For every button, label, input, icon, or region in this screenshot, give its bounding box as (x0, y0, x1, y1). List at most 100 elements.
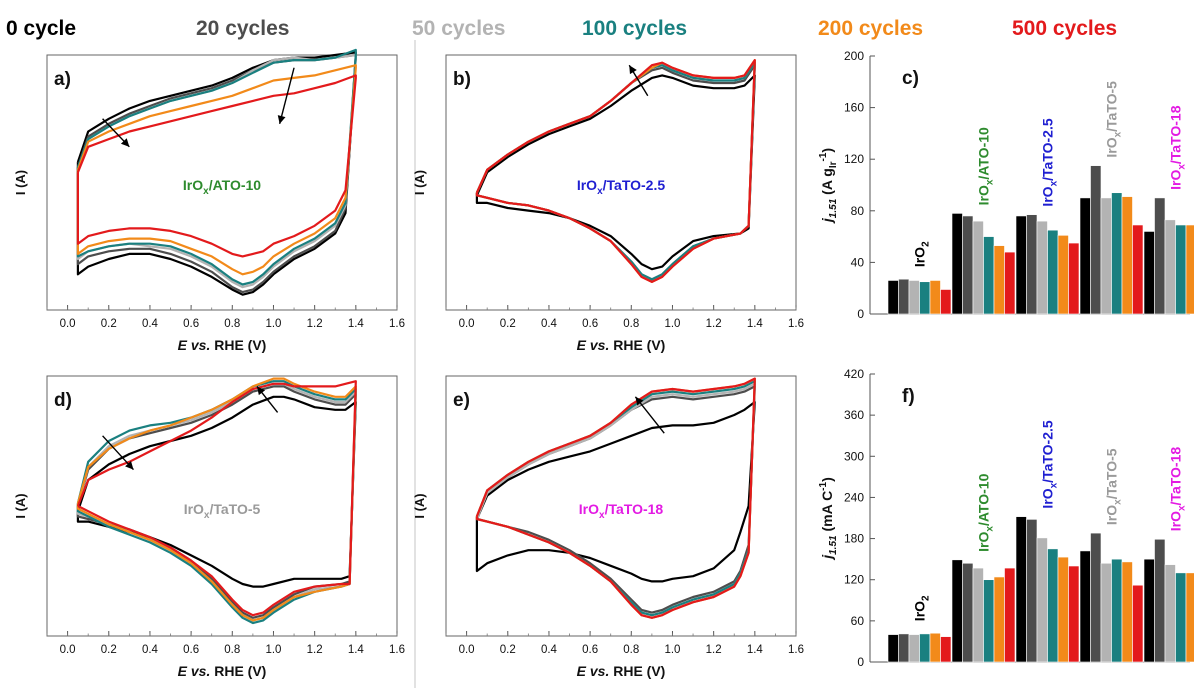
x-tick-label: 0.4 (142, 318, 159, 330)
bar (1100, 562, 1112, 663)
cv-curve-0-cycle (475, 74, 756, 271)
y-axis-label: I (A) (13, 170, 28, 195)
x-tick-label: 0.0 (459, 644, 475, 656)
y-axis-label: j1.51 (mA C-1) (818, 477, 839, 561)
bar (972, 220, 984, 315)
bar (1111, 192, 1123, 315)
bar (1090, 165, 1102, 315)
bar (1057, 556, 1069, 663)
cv-curve-500-cycles (475, 377, 756, 619)
bar (993, 245, 1005, 315)
x-tick-label: 0.4 (541, 644, 558, 656)
x-tick-label: 0.0 (60, 644, 76, 656)
x-tick-label: 0.2 (500, 644, 516, 656)
bar (887, 634, 899, 663)
y-tick-label: 420 (844, 367, 864, 381)
bar (940, 636, 952, 663)
cv-curve-200-cycles (475, 377, 756, 619)
bar (1079, 550, 1091, 663)
panels: 0.0 0.2 0.4 0.6 0.8 1.0 1.2 1.4 1.6 E vs. RHE (V)… (13, 48, 1194, 679)
cycle-legend: 0 cycle 20 cycles 50 cycles 100 cycles 200 c… (6, 17, 1117, 40)
bar (898, 278, 910, 315)
arrow-head (257, 386, 266, 396)
x-axis-label: E vs. RHE (V) (577, 663, 666, 679)
x-tick-label: 1.0 (664, 318, 680, 330)
bar (1026, 519, 1038, 663)
panel-d: 0.0 0.2 0.4 0.6 0.8 1.0 1.2 1.4 1.6 E vs. RHE (V)… (13, 375, 405, 679)
panel-label: e) (453, 390, 470, 411)
x-tick-label: 1.0 (265, 318, 281, 330)
bar (1164, 219, 1176, 315)
y-tick-label: 0 (857, 307, 864, 321)
bar (1154, 197, 1166, 315)
x-tick-label: 0.4 (142, 644, 159, 656)
x-tick-label: 0.0 (60, 318, 76, 330)
y-axis-label: j1.51 (A gIr-1) (818, 148, 839, 224)
bar (1079, 197, 1091, 315)
bar (951, 559, 963, 663)
x-axis-label: E vs. RHE (V) (178, 337, 267, 353)
plot-frame (445, 375, 797, 637)
x-tick-label: 1.6 (389, 644, 405, 656)
x-tick-label: 1.6 (788, 644, 804, 656)
y-tick-label: 120 (844, 152, 864, 166)
plot-frame (46, 375, 398, 637)
bar (1185, 224, 1194, 315)
y-tick-label: 160 (844, 101, 864, 115)
bar (962, 562, 974, 663)
y-tick-label: 360 (844, 408, 864, 422)
cv-curve-20-cycles (76, 53, 357, 294)
y-axis-label: I (A) (412, 170, 427, 195)
cv-curve-0-cycle (76, 395, 357, 588)
legend-label: 200 cycles (818, 17, 923, 40)
bar (1132, 584, 1144, 663)
sample-label: IrOx/TaTO-2.5 (577, 177, 666, 197)
arrow-head (629, 65, 637, 75)
panel-label: b) (453, 69, 471, 90)
sample-label: IrOx/TaTO-5 (184, 501, 261, 521)
arrow-head (277, 115, 286, 124)
bar (1143, 558, 1155, 663)
cv-curve-100-cycles (475, 380, 756, 617)
x-tick-label: 1.4 (348, 644, 365, 656)
panel-label: d) (54, 390, 72, 411)
legend-label: 20 cycles (196, 17, 289, 40)
bar (983, 579, 995, 663)
y-tick-label: 60 (851, 614, 865, 628)
arrow-head (635, 396, 644, 406)
x-tick-label: 0.8 (623, 318, 639, 330)
group-label: IrOx/TaTO-2.5 (1040, 420, 1060, 509)
bar (993, 576, 1005, 663)
x-tick-label: 1.4 (348, 318, 365, 330)
legend-label: 100 cycles (582, 17, 687, 40)
x-tick-label: 1.0 (664, 644, 680, 656)
group-label: IrOx/TaTO-5 (1104, 448, 1124, 525)
y-tick-label: 200 (844, 49, 864, 63)
bar (1004, 251, 1016, 315)
x-axis-label: E vs. RHE (V) (178, 663, 267, 679)
group-label: IrO2 (912, 241, 932, 267)
y-tick-label: 180 (844, 532, 864, 546)
group-label: IrOx/TaTO-5 (1104, 81, 1124, 158)
sample-label: IrOx/ATO-10 (183, 177, 261, 197)
x-tick-label: 1.2 (307, 318, 323, 330)
bar (1111, 558, 1123, 663)
x-tick-label: 1.4 (747, 318, 764, 330)
x-axis-label: E vs. RHE (V) (577, 337, 666, 353)
bar (1047, 548, 1059, 663)
y-tick-label: 40 (851, 255, 865, 269)
arrow-head (120, 138, 130, 147)
bar (951, 213, 963, 315)
cv-curve-200-cycles (475, 59, 756, 283)
bar (1143, 231, 1155, 315)
group-label: IrOx/ATO-10 (976, 127, 996, 205)
legend-label: 500 cycles (1012, 17, 1117, 40)
panel-a: 0.0 0.2 0.4 0.6 0.8 1.0 1.2 1.4 1.6 E vs. RHE (V)… (13, 48, 405, 353)
arrow-head (125, 460, 134, 470)
x-tick-label: 1.0 (265, 644, 281, 656)
cv-curve-0-cycle (76, 51, 357, 296)
cv-curve-500-cycles (76, 74, 357, 258)
x-tick-label: 0.8 (224, 318, 240, 330)
x-tick-label: 0.6 (183, 318, 199, 330)
